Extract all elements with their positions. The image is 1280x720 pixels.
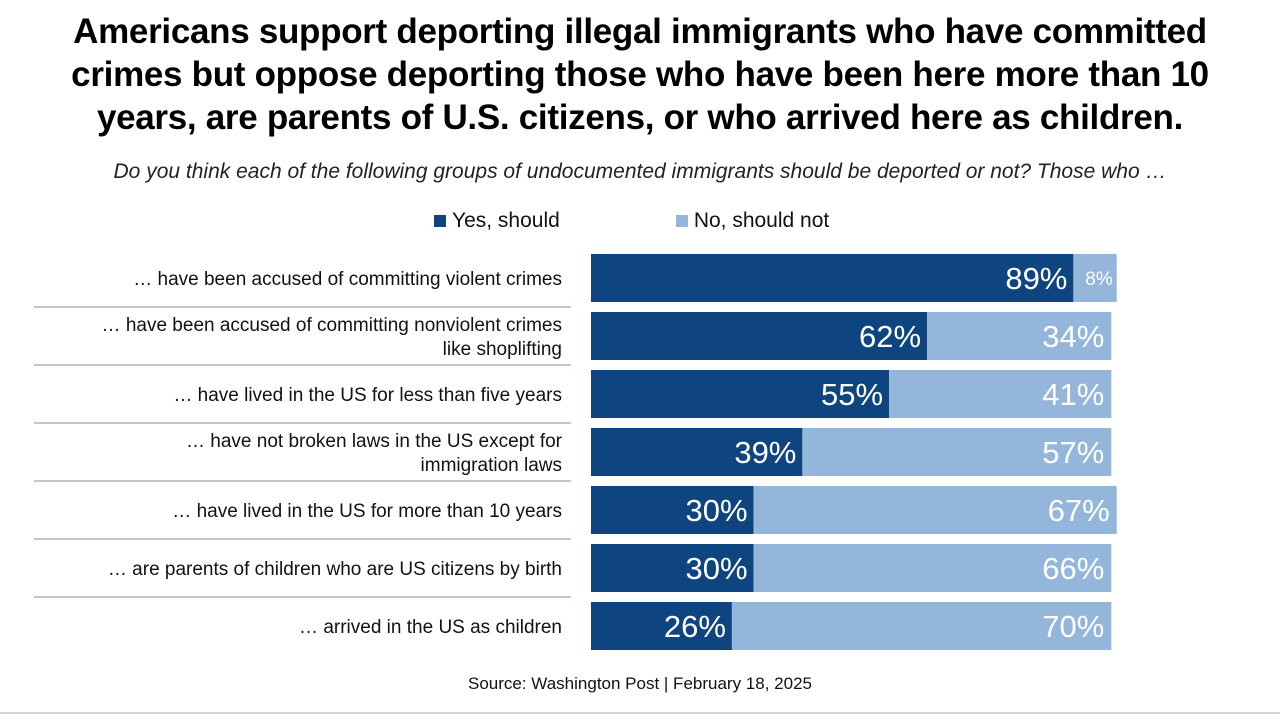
category-label: … have lived in the US for more than 10 … [172,501,562,522]
data-label-no: 67% [1048,493,1110,528]
legend-item-yes: Yes, should [434,209,560,233]
bar-no [753,486,1117,534]
category-label: … arrived in the US as children [299,617,562,638]
category-label-line: … are parents of children who are US cit… [108,559,562,580]
chart-title: Americans support deporting illegal immi… [71,12,1209,137]
bar-no [927,312,1112,360]
data-label-yes: 39% [734,435,796,470]
bar-no [753,544,1112,592]
bar-yes [591,370,890,418]
chart-legend: Yes, should No, should not [434,206,829,236]
data-label-no: 66% [1042,551,1104,586]
chart-subtitle: Do you think each of the following group… [113,160,1167,183]
data-label-yes: 30% [686,493,748,528]
bottom-rule [0,712,1280,714]
data-label-no: 70% [1042,609,1104,644]
data-label-yes: 62% [859,319,921,354]
legend-label-yes: Yes, should [452,209,560,232]
legend-swatch-no [675,215,688,227]
bar-no [731,602,1112,650]
bar-no [802,428,1112,476]
bar-yes [591,544,754,592]
bar-no [1073,254,1117,302]
bar-no [889,370,1112,418]
category-label-line: … have not broken laws in the US except … [186,431,563,452]
category-label: … have been accused of committing nonvio… [102,315,562,360]
data-label-yes: 55% [821,377,883,412]
bar-yes [591,428,803,476]
bar-yes [591,602,732,650]
category-label-line: like shoplifting [443,339,562,360]
category-label-line: … have lived in the US for more than 10 … [172,501,562,522]
bar-yes [591,312,928,360]
category-label-line: … have lived in the US for less than fiv… [173,385,562,406]
category-label-line: … have been accused of committing violen… [133,269,562,290]
data-label-no: 41% [1042,377,1104,412]
data-label-yes: 26% [664,609,726,644]
category-label-line: … arrived in the US as children [299,617,562,638]
bar-yes [591,254,1074,302]
data-label-yes: 30% [686,551,748,586]
category-label: … have not broken laws in the US except … [186,431,563,476]
bar-yes [591,486,754,534]
data-label-no: 57% [1042,435,1104,470]
category-label-line: … have been accused of committing nonvio… [102,315,562,336]
stacked-bar-chart: … have been accused of committing violen… [34,254,1117,650]
source-note: Source: Washington Post | February 18, 2… [468,674,812,693]
legend-label-no: No, should not [693,209,830,232]
data-label-yes: 89% [1005,261,1067,296]
category-label-line: immigration laws [421,455,562,476]
category-label: … have been accused of committing violen… [133,269,562,290]
data-label-no: 34% [1042,319,1104,354]
category-label: … have lived in the US for less than fiv… [173,385,562,406]
category-label: … are parents of children who are US cit… [108,559,562,580]
legend-swatch-yes [434,215,446,227]
legend-item-no: No, should not [675,209,830,233]
data-label-no: 8% [1085,269,1113,290]
